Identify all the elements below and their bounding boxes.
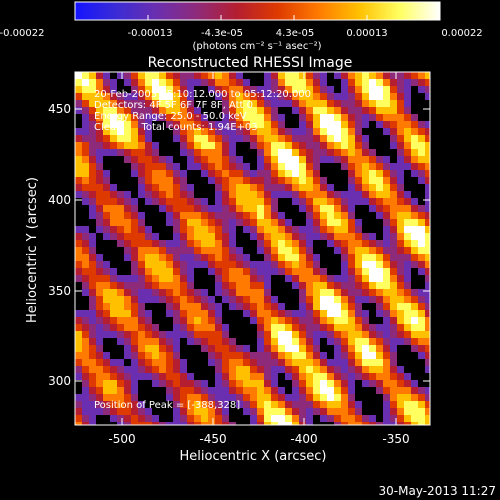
colorbar-tick-label: 0.00013 [346,28,387,39]
footer-date: 30-May-2013 11:27 [379,484,496,498]
x-tick-label: -450 [199,432,226,446]
rhessi-image [75,72,430,425]
x-tick-label: -500 [108,432,135,446]
x-axis-label: Heliocentric X (arcsec) [180,449,327,464]
time-range-text: 20-Feb-2003 05:10:12.000 to 05:12:20.000 [94,89,311,100]
y-tick-label: 350 [48,284,71,298]
y-tick-label: 400 [48,193,71,207]
axis-ticks [75,72,430,425]
detectors-text: Detectors: 4F 5F 6F 7F 8F, Att 0 [94,100,253,111]
plot-title: Reconstructed RHESSI Image [148,55,353,71]
colorbar-ticks [74,15,441,20]
colorbar [74,1,441,21]
energy-range-text: Energy Range: 25.0 - 50.0 keV [94,111,247,122]
y-axis-label: Heliocentric Y (arcsec) [25,177,40,323]
clean-counts-text: Clean Total counts: 1.94E+03 [94,122,258,133]
y-tick-label: 450 [48,102,71,116]
colorbar-tick-label: -4.3e-05 [201,28,243,39]
y-tick-label: 300 [48,374,71,388]
colorbar-tick-label: -0.00013 [128,28,173,39]
colorbar-tick-label: 4.3e-05 [276,28,314,39]
peak-position-text: Position of Peak = [-388,328] [94,400,240,411]
colorbar-tick-label: -0.00022 [0,28,44,39]
colorbar-tick-label: 0.00022 [441,28,482,39]
colorbar-unit-label: (photons cm⁻² s⁻¹ asec⁻²) [192,41,321,52]
x-tick-label: -400 [290,432,317,446]
x-tick-label: -350 [382,432,409,446]
plot-frame [74,71,431,426]
